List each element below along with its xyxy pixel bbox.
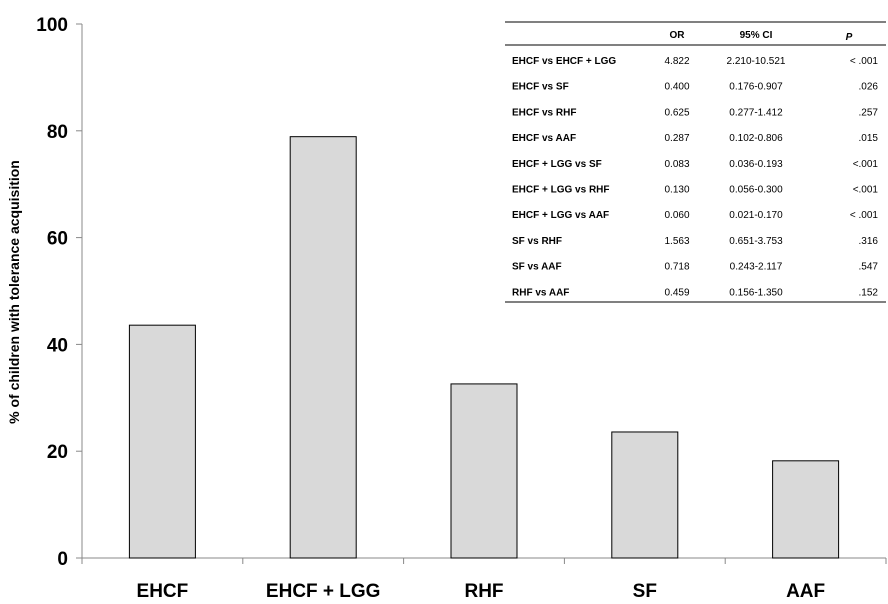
table-cell-ci: 0.036-0.193: [729, 159, 783, 170]
table-background: [505, 20, 886, 303]
table-cell-ci: 0.102-0.806: [729, 133, 783, 144]
inset-odds-ratio-table: OR 95% CI P EHCF vs EHCF + LGG 4.822 2.210-10…: [505, 20, 886, 303]
table-cell-p: .015: [859, 133, 879, 144]
table-cell-p: < .001: [850, 210, 879, 221]
y-tick-label: 40: [47, 335, 68, 356]
table-cell-ci: 0.021-0.170: [729, 210, 783, 221]
table-cell-or: 0.083: [664, 159, 689, 170]
bar-aaf: [772, 460, 840, 559]
x-tick-label: SF: [633, 581, 657, 602]
table-header: 95% CI: [740, 30, 773, 41]
table-cell-ci: 2.210-10.521: [727, 56, 786, 67]
table-cell-ci: 0.277-1.412: [729, 107, 783, 118]
table-cell-comparison: SF vs AAF: [512, 262, 562, 273]
table-cell-ci: 0.176-0.907: [729, 82, 783, 93]
table-cell-or: 1.563: [664, 236, 689, 247]
y-tick-label: 0: [57, 549, 68, 570]
table-cell-ci: 0.056-0.300: [729, 185, 783, 196]
table-cell-or: 0.400: [664, 82, 689, 93]
chart-axes: 0 20 40 60 80 100 EHCF EHCF + LGG RHF SF AAF: [36, 15, 887, 602]
table-cell-comparison: EHCF vs RHF: [512, 107, 576, 118]
table-cell-or: 0.060: [664, 210, 689, 221]
table-header: P: [846, 32, 853, 43]
table-cell-p: <.001: [853, 159, 879, 170]
table-cell-comparison: RHF vs AAF: [512, 287, 569, 298]
table-cell-or: 0.625: [664, 107, 689, 118]
bar-ehcf-lgg: [289, 136, 357, 559]
table-cell-p: <.001: [853, 185, 879, 196]
table-cell-comparison: EHCF vs SF: [512, 82, 569, 93]
x-tick-label: AAF: [786, 581, 825, 602]
table-cell-p: < .001: [850, 56, 879, 67]
table-cell-or: 0.718: [664, 262, 689, 273]
table-cell-comparison: EHCF + LGG vs RHF: [512, 185, 610, 196]
table-cell-ci: 0.651-3.753: [729, 236, 783, 247]
y-axis-label: % of children with tolerance acquisition: [6, 160, 22, 424]
bar-ehcf: [128, 324, 196, 559]
table-header: OR: [670, 30, 686, 41]
x-tick-label: RHF: [464, 581, 503, 602]
table-cell-or: 0.459: [664, 287, 689, 298]
x-tick-label: EHCF + LGG: [266, 581, 381, 602]
table-cell-comparison: EHCF + LGG vs SF: [512, 159, 602, 170]
table-cell-or: 0.130: [664, 185, 689, 196]
table-cell-or: 4.822: [664, 56, 689, 67]
y-tick-label: 80: [47, 122, 68, 143]
chart-bars: [128, 136, 840, 559]
table-cell-comparison: SF vs RHF: [512, 236, 562, 247]
table-cell-or: 0.287: [664, 133, 689, 144]
bar-rhf: [450, 383, 518, 559]
table-cell-p: .026: [859, 82, 879, 93]
bar-sf: [611, 431, 679, 559]
table-cell-ci: 0.243-2.117: [730, 262, 783, 273]
y-tick-label: 20: [47, 442, 68, 463]
y-tick-label: 100: [36, 15, 68, 36]
table-cell-comparison: EHCF + LGG vs AAF: [512, 210, 609, 221]
table-cell-p: .257: [859, 107, 879, 118]
x-tick-label: EHCF: [137, 581, 189, 602]
table-cell-ci: 0.156-1.350: [729, 287, 783, 298]
table-cell-p: .547: [859, 262, 879, 273]
table-cell-p: .316: [859, 236, 879, 247]
table-cell-p: .152: [859, 287, 879, 298]
y-tick-label: 60: [47, 229, 68, 250]
table-cell-comparison: EHCF vs AAF: [512, 133, 576, 144]
table-cell-comparison: EHCF vs EHCF + LGG: [512, 56, 616, 67]
